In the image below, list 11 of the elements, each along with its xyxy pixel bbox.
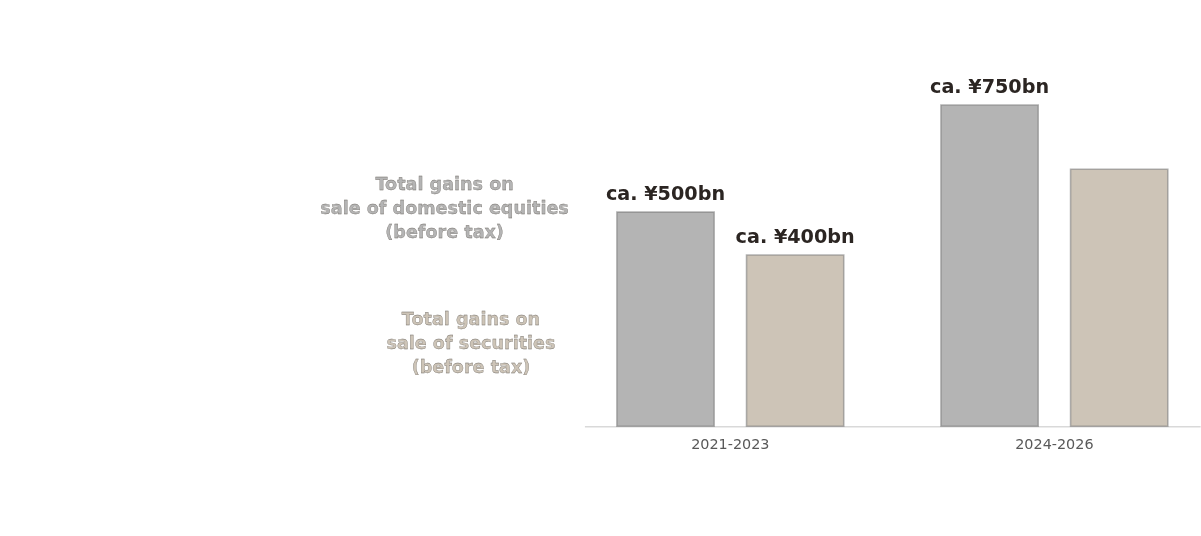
bar	[940, 104, 1039, 428]
data-label: ca. ¥500bn	[605, 182, 726, 206]
data-label: ca. ¥750bn	[930, 75, 1050, 99]
x-tick-label: 2021-2023	[691, 436, 770, 453]
bar	[1069, 168, 1169, 428]
text: Total gains on sale of domestic equities (before tax)	[320, 174, 569, 243]
x-tick-label: 2024-2026	[1015, 436, 1094, 453]
bar	[616, 211, 715, 428]
text: Total gains on sale of securities (before tax)	[386, 308, 556, 377]
data-label: ca. ¥400bn	[735, 224, 855, 248]
bar	[745, 254, 845, 428]
